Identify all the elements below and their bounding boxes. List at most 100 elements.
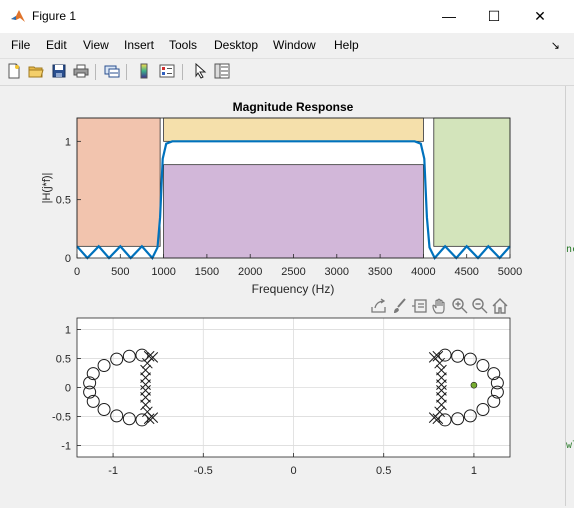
y-tick-label: 0.5	[56, 195, 71, 207]
spec-regions	[76, 117, 511, 259]
home-icon[interactable]	[492, 298, 508, 314]
zero-marker	[97, 358, 111, 372]
pole-marker	[432, 350, 444, 362]
y-tick-label: 1	[65, 136, 71, 148]
x-tick-label: 1	[471, 465, 477, 477]
menu-file[interactable]: File	[11, 38, 31, 52]
y-tick-label: 0	[65, 383, 71, 395]
y-tick-label: 0	[65, 253, 71, 265]
x-tick-label: 3500	[368, 266, 392, 278]
x-tick-label: 1000	[151, 266, 175, 278]
x-tick-label: 4000	[411, 266, 435, 278]
x-ticks: -1 -0.5 0 0.5 1	[108, 453, 477, 477]
pole-marker	[140, 399, 151, 411]
pole-marker	[436, 399, 447, 411]
menu-insert[interactable]: Insert	[124, 38, 155, 52]
maximize-button[interactable]: ☐	[487, 7, 501, 24]
colorbar-icon[interactable]	[135, 62, 153, 80]
pole-marker	[147, 352, 159, 363]
menu-help[interactable]: Help	[334, 38, 359, 52]
zero-marker	[83, 376, 97, 390]
zero-marker	[451, 349, 465, 363]
menu-tools[interactable]: Tools	[169, 38, 198, 52]
menu-window[interactable]: Window	[273, 38, 316, 52]
toolbar-separator	[182, 64, 183, 80]
pole-marker	[140, 364, 151, 376]
link-icon[interactable]	[103, 62, 121, 80]
new-file-icon[interactable]	[5, 62, 23, 80]
property-inspector-icon[interactable]	[213, 62, 231, 80]
pan-icon[interactable]	[432, 298, 445, 314]
x-tick-label: -0.5	[194, 465, 213, 477]
x-tick-label: 0	[74, 266, 80, 278]
zoom-in-icon[interactable]	[452, 298, 468, 314]
zero-marker	[487, 367, 501, 381]
x-tick-label: 2000	[238, 266, 262, 278]
background-window-fragment: wl	[566, 440, 574, 451]
zoom-out-icon[interactable]	[472, 298, 488, 314]
x-tick-label: 500	[111, 266, 129, 278]
x-tick-label: 0	[290, 465, 296, 477]
title-bar[interactable]: Figure 1 — ☐ ✕	[0, 0, 574, 33]
y-axis-label: |H(j*f)|	[41, 173, 53, 204]
export-icon[interactable]	[371, 298, 386, 313]
zero-marker	[476, 358, 490, 372]
highlight-point	[470, 381, 478, 389]
zero-marker	[451, 412, 465, 426]
spec-region	[163, 164, 424, 259]
x-tick-label: 3000	[325, 266, 349, 278]
highlight-marker	[470, 381, 478, 389]
y-tick-label: -0.5	[52, 411, 71, 423]
toolbar-separator	[126, 64, 127, 80]
x-tick-label: 4500	[454, 266, 478, 278]
spec-region	[76, 117, 161, 247]
zero-marker	[122, 349, 136, 363]
close-button[interactable]: ✕	[534, 7, 546, 24]
zero-marker	[86, 367, 100, 381]
zero-marker	[122, 412, 136, 426]
pole-marker	[147, 412, 159, 423]
legend-icon[interactable]	[158, 62, 176, 80]
background-window-fragment: nc	[566, 244, 574, 255]
x-tick-label: 2500	[281, 266, 305, 278]
print-icon[interactable]	[72, 62, 90, 80]
x-tick-label: 5000	[498, 266, 522, 278]
open-folder-icon[interactable]	[27, 62, 45, 80]
spec-region	[163, 117, 424, 142]
zero-marker	[97, 403, 111, 417]
x-tick-label: 0.5	[376, 465, 391, 477]
zero-marker	[476, 403, 490, 417]
dock-arrow-icon[interactable]: ↘	[550, 40, 560, 52]
pole-marker	[436, 391, 447, 403]
pole-marker	[143, 350, 155, 362]
zero-marker	[463, 352, 477, 366]
y-ticks: -1 -0.5 0 0.5 1	[52, 325, 81, 452]
pointer-icon[interactable]	[191, 62, 209, 80]
menu-desktop[interactable]: Desktop	[214, 38, 259, 52]
magnitude-response-axes[interactable]: Magnitude Response 0 500 1000 1500 2000 2500 3…	[41, 100, 522, 296]
menu-view[interactable]: View	[83, 38, 109, 52]
pole-marker	[428, 412, 440, 423]
pole-marker	[432, 413, 444, 425]
save-icon[interactable]	[50, 62, 68, 80]
figure-toolbar	[0, 58, 574, 86]
x-tick-label: 1500	[195, 266, 219, 278]
zero-marker	[110, 352, 124, 366]
brush-icon[interactable]	[394, 298, 406, 313]
pole-marker	[436, 379, 447, 390]
zero-marker	[83, 385, 97, 399]
pole-marker	[436, 364, 447, 376]
x-tick-label: -1	[108, 465, 118, 477]
zero-marker	[110, 409, 124, 423]
y-tick-label: 0.5	[56, 354, 71, 366]
axes-toolbar	[371, 298, 508, 314]
x-axis-label: Frequency (Hz)	[252, 282, 335, 296]
menu-edit[interactable]: Edit	[46, 38, 67, 52]
spec-region	[433, 117, 511, 247]
minimize-button[interactable]: —	[442, 8, 456, 24]
data-tips-icon[interactable]	[412, 299, 427, 313]
zero-marker	[490, 376, 504, 390]
pole-zero-axes[interactable]: -1 -0.5 0 0.5 1 -1 -0.5 0 0.5 1	[52, 317, 511, 477]
